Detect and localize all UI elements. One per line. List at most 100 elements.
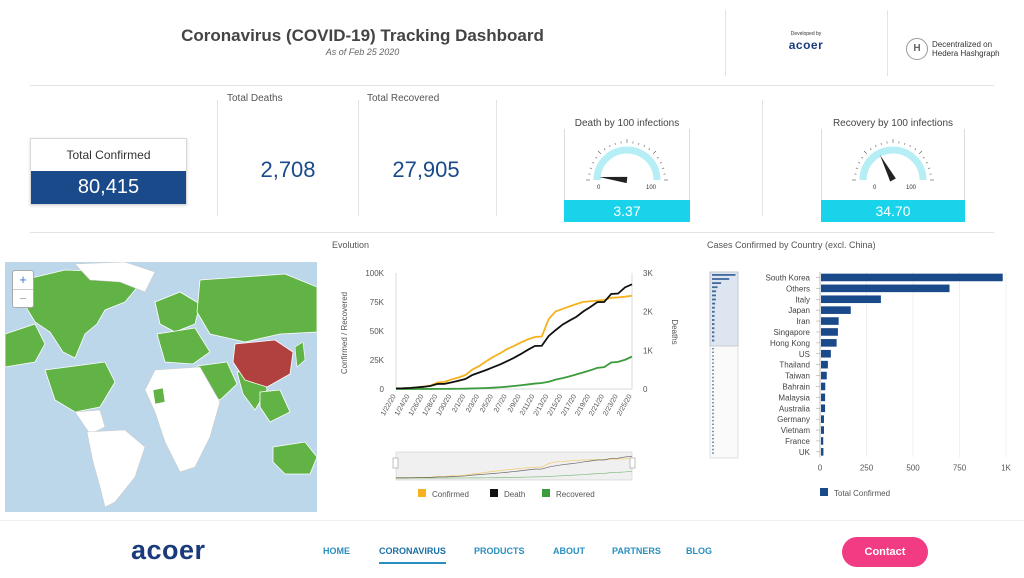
series-line-death[interactable]: [395, 283, 633, 390]
nav-blog[interactable]: BLOG: [686, 546, 712, 556]
mexico-region[interactable]: [74, 409, 106, 435]
time-navigator[interactable]: [395, 451, 633, 481]
acoer-logo-text: acoer: [131, 535, 206, 565]
bar-iran[interactable]: [821, 317, 839, 325]
navigator-left-handle[interactable]: [392, 457, 399, 469]
scrollbar-preview-bar: [712, 452, 714, 454]
series-line-recovered[interactable]: [395, 355, 633, 390]
kpi-divider: [358, 100, 359, 216]
bar-vietnam[interactable]: [821, 426, 824, 434]
gauge-tick: [909, 145, 911, 148]
scrollbar-preview-bar: [712, 445, 714, 447]
scrollbar-preview-bar: [712, 409, 714, 411]
scrollbar-preview-bar: [712, 423, 714, 425]
scrollbar-preview-bar: [712, 339, 715, 342]
scrollbar-preview-bar: [712, 331, 715, 334]
legend-swatch-death: [490, 489, 498, 497]
zoom-out-button[interactable]: −: [13, 289, 33, 307]
zoom-in-button[interactable]: +: [19, 272, 27, 287]
death-gauge-value: 3.37: [564, 200, 690, 222]
bar-singapore[interactable]: [821, 328, 838, 336]
legend-death[interactable]: Death: [504, 490, 525, 499]
kpi-divider: [217, 100, 218, 216]
evolution-chart[interactable]: 025K50K75K100K01K2K3K1/22/201/24/201/26/…: [322, 255, 682, 515]
legend-confirmed[interactable]: Confirmed: [432, 490, 469, 499]
category-label: Bahrain: [782, 382, 810, 391]
world-map-svg[interactable]: [5, 262, 317, 512]
scrollbar-preview-bar: [712, 416, 714, 418]
gauge-tick: [928, 167, 931, 169]
europe-region[interactable]: [156, 327, 211, 365]
bar-uk[interactable]: [821, 448, 824, 456]
scrollbar-preview-bar: [712, 434, 714, 436]
gauge-tick: [614, 142, 616, 145]
nav-partners[interactable]: PARTNERS: [612, 546, 661, 556]
africa-region[interactable]: [144, 366, 221, 473]
y-left-axis-label: Confirmed / Recovered: [340, 292, 349, 374]
footer-separator: [0, 520, 1024, 521]
y-left-tick-label: 100K: [365, 269, 384, 278]
scrollbar-preview-bar: [712, 290, 717, 293]
bar-italy[interactable]: [821, 295, 881, 304]
developer-logo[interactable]: acoer: [788, 38, 824, 52]
acoer-logo[interactable]: acoer: [131, 535, 206, 566]
nav-home[interactable]: HOME: [323, 546, 350, 556]
gauge-ticks: [586, 139, 668, 181]
bar-us[interactable]: [821, 349, 831, 358]
gauge-max-label: 100: [646, 185, 657, 191]
scrollbar-preview-bar: [712, 306, 715, 309]
alaska-region[interactable]: [5, 323, 46, 368]
usa-region[interactable]: [44, 361, 116, 413]
bar-australia[interactable]: [821, 404, 826, 413]
scrollbar-preview-bar: [712, 286, 718, 289]
gauge-tick: [875, 145, 877, 148]
nav-coronavirus[interactable]: CORONAVIRUS: [379, 546, 446, 564]
south-america-region[interactable]: [86, 429, 146, 508]
bar-taiwan[interactable]: [821, 371, 827, 380]
europe-north-region[interactable]: [154, 291, 201, 333]
gauge-tick: [597, 150, 602, 155]
greenland-region[interactable]: [74, 262, 156, 293]
world-map[interactable]: [5, 262, 317, 512]
nav-products[interactable]: PRODUCTS: [474, 546, 525, 556]
bar-malaysia[interactable]: [821, 393, 826, 402]
kpi-divider: [496, 100, 497, 216]
gauge-tick: [914, 148, 917, 151]
y-right-tick-label: 2K: [643, 308, 653, 317]
series-line-confirmed[interactable]: [395, 294, 633, 390]
gauge-needle: [880, 155, 896, 182]
y-left-tick-label: 50K: [370, 327, 385, 336]
navigator-right-handle[interactable]: [629, 457, 636, 469]
japan-region[interactable]: [294, 341, 306, 368]
contact-button[interactable]: Contact: [842, 537, 928, 567]
scrollbar-preview-bar: [712, 405, 714, 407]
bar-japan[interactable]: [821, 306, 851, 314]
scrollbar-preview-bar: [712, 282, 722, 284]
bar-others[interactable]: [821, 284, 950, 293]
bar-hong-kong[interactable]: [821, 339, 837, 347]
scrollbar-thumb[interactable]: [709, 271, 739, 347]
category-label: Malaysia: [778, 393, 810, 402]
bar-france[interactable]: [821, 437, 824, 445]
evolution-lines: [395, 283, 633, 390]
y-left-tick-label: 75K: [370, 298, 385, 307]
china-region[interactable]: [232, 339, 294, 388]
total-deaths-label: Total Deaths: [227, 93, 283, 104]
bar-bahrain[interactable]: [821, 382, 826, 391]
country-bar-chart[interactable]: 0 250 500 750 1K South Korea Others Italy Japan…: [706, 262, 1020, 512]
category-label: Australia: [779, 404, 811, 413]
bar-germany[interactable]: [821, 415, 824, 423]
russia-region[interactable]: [196, 273, 317, 343]
southeast-asia-region[interactable]: [259, 389, 291, 423]
north-africa-region[interactable]: [152, 387, 166, 405]
category-label: Italy: [795, 295, 810, 304]
australia-region[interactable]: [272, 441, 317, 475]
nav-about[interactable]: ABOUT: [553, 546, 585, 556]
total-recovered-label: Total Recovered: [367, 93, 440, 104]
bar-thailand[interactable]: [821, 360, 828, 369]
legend-recovered[interactable]: Recovered: [556, 490, 595, 499]
legend-total-confirmed[interactable]: Total Confirmed: [834, 489, 890, 498]
bar-south-korea[interactable]: [821, 273, 1003, 282]
category-label: Japan: [788, 306, 810, 315]
legend-swatch-recovered: [542, 489, 550, 497]
